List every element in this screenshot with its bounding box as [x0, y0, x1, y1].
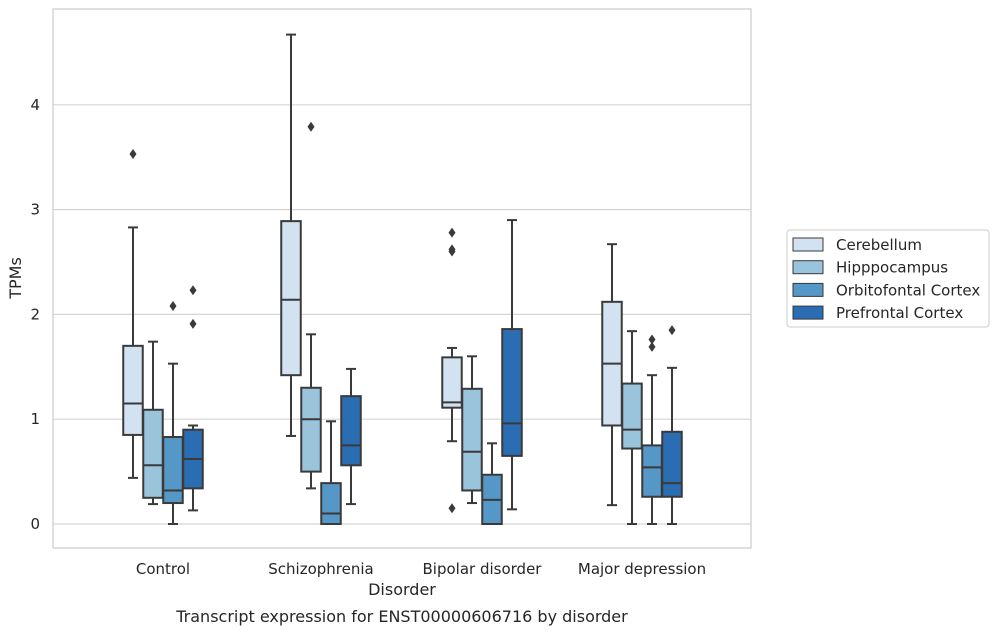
- box-iqr: [122, 344, 144, 436]
- y-tick-label: 2: [30, 305, 40, 323]
- box-iqr: [340, 395, 362, 467]
- box-iqr: [162, 436, 184, 505]
- y-tick-label: 4: [30, 96, 40, 114]
- box-iqr: [300, 386, 322, 473]
- box-cerebellum-1: [280, 33, 302, 437]
- outlier-marker: [448, 227, 456, 238]
- legend-label: Prefrontal Cortex: [836, 304, 963, 322]
- box-orbitofontal-cortex-0: [162, 301, 184, 525]
- outlier-marker: [307, 121, 315, 132]
- x-tick-label: Major depression: [578, 560, 706, 578]
- outlier-marker: [189, 285, 197, 296]
- outlier-marker: [448, 503, 456, 514]
- outlier-marker: [668, 325, 676, 336]
- legend-label: Cerebellum: [836, 236, 922, 254]
- x-tick-label: Schizophrenia: [268, 560, 373, 578]
- box-orbitofontal-cortex-3: [641, 334, 663, 525]
- legend-swatch: [792, 260, 824, 275]
- x-tick-label: Bipolar disorder: [423, 560, 543, 578]
- y-tick-label: 0: [30, 515, 40, 533]
- x-axis-label: Disorder: [368, 580, 436, 599]
- box-prefrontal-cortex-3: [661, 325, 683, 525]
- box-iqr: [621, 382, 643, 450]
- outlier-marker: [129, 149, 137, 160]
- box-cerebellum-2: [441, 227, 463, 514]
- box-groups: [122, 33, 683, 525]
- chart-caption: Transcript expression for ENST0000060671…: [175, 607, 628, 626]
- box-iqr: [501, 328, 523, 457]
- box-hipppocampus-2: [461, 355, 483, 505]
- legend-swatch: [792, 282, 824, 297]
- legend-swatch: [792, 305, 824, 320]
- legend: Cerebellum Hipppocampus Orbitofontal Corte…: [786, 229, 990, 328]
- box-hipppocampus-3: [621, 330, 643, 525]
- box-cerebellum-3: [601, 243, 623, 507]
- outlier-marker: [448, 246, 456, 257]
- legend-label: Hipppocampus: [836, 259, 948, 277]
- box-iqr: [441, 356, 463, 409]
- y-tick-label: 3: [30, 201, 40, 219]
- outlier-marker: [648, 341, 656, 352]
- y-axis-label: TPMs: [6, 257, 25, 300]
- x-tick-labels: Control Schizophrenia Bipolar disorder Majo…: [136, 560, 706, 578]
- box-iqr: [661, 430, 683, 498]
- box-iqr: [142, 408, 164, 499]
- box-iqr: [320, 482, 342, 525]
- box-iqr: [280, 220, 302, 377]
- legend-frame: [786, 229, 990, 328]
- box-cerebellum-0: [122, 149, 144, 479]
- x-tick-label: Control: [136, 560, 190, 578]
- box-prefrontal-cortex-1: [340, 367, 362, 506]
- box-orbitofontal-cortex-1: [320, 420, 342, 525]
- legend-swatch: [792, 237, 824, 252]
- outlier-marker: [189, 318, 197, 329]
- box-prefrontal-cortex-2: [501, 219, 523, 511]
- plot-area-frame: [52, 8, 752, 549]
- outlier-marker: [648, 334, 656, 345]
- box-iqr: [641, 444, 663, 498]
- outlier-marker: [169, 301, 177, 312]
- box-hipppocampus-0: [142, 340, 164, 506]
- y-tick-label: 1: [30, 410, 40, 428]
- box-hipppocampus-1: [300, 121, 322, 490]
- box-orbitofontal-cortex-2: [481, 442, 503, 525]
- box-iqr: [461, 387, 483, 492]
- y-tick-labels: 0 1 2 3 4: [30, 96, 40, 533]
- box-prefrontal-cortex-0: [182, 285, 204, 512]
- legend-label: Orbitofontal Cortex: [836, 281, 980, 299]
